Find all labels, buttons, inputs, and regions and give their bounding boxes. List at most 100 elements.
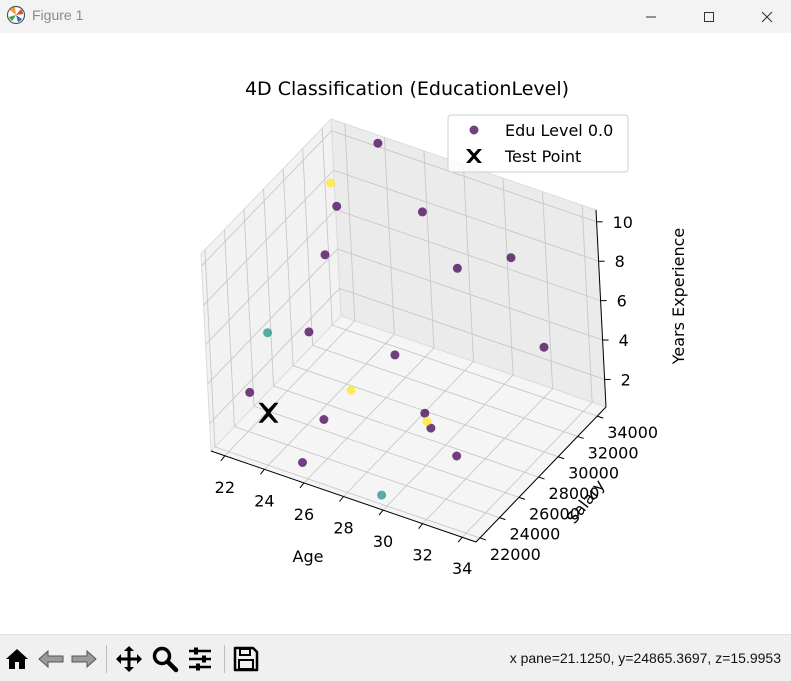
move-icon	[116, 646, 142, 672]
data-point-level-0	[420, 408, 430, 418]
toolbar-separator	[106, 645, 107, 673]
x-tick-label: 24	[254, 491, 274, 510]
grid-line	[282, 168, 559, 458]
arrow-right-icon	[71, 649, 97, 669]
data-point-level-1	[263, 328, 273, 338]
y-tick	[557, 456, 565, 460]
y-tick-label: 26000	[529, 504, 580, 523]
grid-line	[209, 287, 605, 424]
grid-line	[203, 169, 599, 306]
x-tick-label: 30	[373, 532, 393, 551]
data-point-level-0	[390, 350, 400, 360]
floppy-disk-icon	[233, 646, 259, 672]
minimize-button[interactable]	[628, 0, 674, 33]
grid-line	[302, 148, 578, 437]
navigation-toolbar: x pane=21.1250, y=24865.3697, z=15.9953	[0, 634, 791, 681]
y-tick-label: 24000	[509, 525, 560, 544]
grid-line	[243, 209, 520, 498]
home-button[interactable]	[2, 644, 32, 674]
data-point-level-0	[298, 458, 307, 467]
data-point-level-0	[452, 263, 462, 273]
data-point-level-0	[417, 207, 427, 217]
y-tick	[499, 517, 506, 521]
data-point-level-0	[539, 342, 549, 352]
legend-label-edu-level: Edu Level 0.0	[505, 121, 613, 140]
data-point-level-0	[304, 327, 314, 337]
close-button[interactable]	[744, 0, 790, 33]
data-point-level-0	[452, 451, 462, 461]
close-icon	[761, 11, 773, 22]
configure-subplots-button[interactable]	[185, 644, 215, 674]
data-point-level-0	[373, 138, 383, 148]
legend-box	[447, 114, 629, 173]
x-tick	[260, 469, 265, 475]
grid-line	[224, 229, 500, 519]
y-tick	[577, 435, 584, 439]
data-point-level-0	[320, 250, 330, 260]
window-title: Figure 1	[32, 7, 84, 23]
y-tick-label: 30000	[568, 464, 619, 483]
y-tick	[518, 496, 526, 500]
x-tick-label: 22	[215, 478, 235, 497]
z-axis-line	[595, 209, 607, 408]
data-point-level-0	[426, 423, 436, 433]
grid-line	[201, 130, 597, 267]
data-point-level-2	[422, 416, 432, 426]
legend: Edu Level 0.0 Test Point	[447, 114, 629, 173]
grid-line	[207, 248, 603, 385]
data-point-level-2	[346, 385, 356, 395]
data-point-level-1	[377, 490, 387, 500]
z-tick-label: 2	[621, 370, 631, 389]
x-tick	[418, 523, 423, 529]
minimize-icon	[646, 16, 656, 17]
grid-line	[263, 189, 539, 478]
maximize-icon	[704, 11, 714, 22]
x-tick-label: 34	[452, 559, 472, 578]
y-axis-line	[475, 406, 607, 543]
data-point-level-0	[506, 253, 516, 263]
back-button[interactable]	[36, 644, 66, 674]
legend-label-test-point: Test Point	[504, 147, 581, 166]
test-point-marker	[258, 402, 279, 423]
grid-line	[204, 249, 481, 539]
save-button[interactable]	[231, 644, 261, 674]
z-tick-label: 4	[619, 331, 629, 350]
zoom-button[interactable]	[150, 644, 180, 674]
x-tick-label: 32	[412, 546, 432, 565]
pan-button[interactable]	[114, 644, 144, 674]
plot-3d[interactable]: 2224262830323422000240002600028000300003…	[0, 33, 791, 634]
legend-marker-edu-level	[469, 125, 479, 135]
magnifier-icon	[152, 646, 179, 673]
data-point-level-0	[245, 387, 255, 397]
x-tick	[299, 482, 305, 489]
grid-line	[321, 128, 598, 417]
cursor-coordinates: x pane=21.1250, y=24865.3697, z=15.9953	[509, 650, 781, 666]
y-tick-label: 22000	[490, 545, 541, 564]
forward-button[interactable]	[69, 644, 99, 674]
y-tick-label: 34000	[607, 423, 658, 442]
title-bar: Figure 1	[0, 0, 791, 33]
data-point-level-0	[319, 415, 329, 424]
x-tick	[220, 455, 226, 462]
maximize-button[interactable]	[686, 0, 732, 33]
z-tick-label: 6	[617, 292, 627, 311]
y-tick	[479, 537, 487, 541]
matplotlib-icon	[6, 5, 26, 25]
y-tick-label: 32000	[588, 443, 639, 462]
x-tick-label: 26	[294, 505, 314, 524]
y-tick-label: 28000	[549, 484, 600, 503]
x-tick	[339, 496, 344, 502]
figure-canvas[interactable]: 22 24 26 28 30 32 34 22000 24000 26000 28000 30000 3…	[0, 33, 791, 634]
y-tick	[538, 476, 545, 480]
chart-title: 4D Classification (EducationLevel)	[245, 78, 569, 100]
y-tick	[597, 415, 604, 419]
x-tick-label: 28	[333, 519, 353, 538]
data-point-level-2	[326, 178, 336, 188]
sliders-icon	[189, 647, 211, 671]
z-axis-label: Years Experience	[669, 228, 688, 366]
z-tick-label: 10	[613, 213, 633, 232]
x-axis-label: Age	[293, 547, 324, 566]
x-tick	[457, 536, 463, 543]
x-tick	[378, 509, 384, 516]
arrow-left-icon	[38, 649, 64, 669]
